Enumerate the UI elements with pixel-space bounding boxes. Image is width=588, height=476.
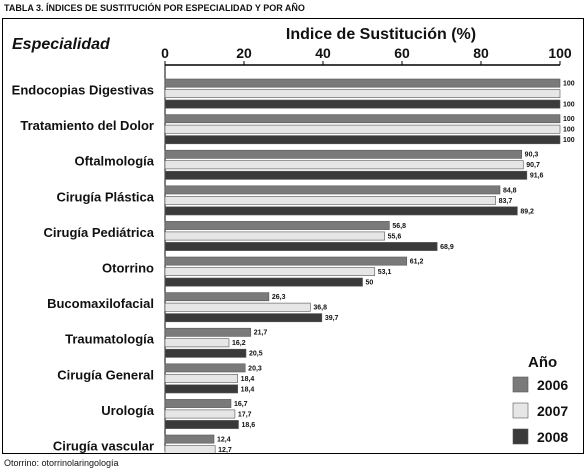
bar-2007 (164, 373, 238, 383)
table-caption: TABLA 3. ÍNDICES DE SUSTITUCIÓN POR ESPE… (4, 3, 305, 13)
bar-2006 (164, 434, 215, 444)
bar-2006 (164, 327, 252, 337)
data-label: 18,4 (241, 376, 255, 383)
data-label: 68,9 (440, 244, 454, 251)
x-tick-label: 40 (315, 45, 331, 61)
data-label: 91,6 (530, 173, 544, 180)
bar-2006 (164, 363, 246, 373)
bar-2006 (164, 221, 390, 230)
category-label: Cirugía General (57, 367, 154, 382)
data-label: 100 (563, 137, 575, 144)
data-label: 53,1 (378, 269, 392, 276)
data-label: 39,7 (325, 315, 339, 322)
bar-2006 (164, 399, 232, 408)
bar-2008 (164, 420, 239, 429)
data-label: 18,6 (241, 422, 255, 429)
bar-2006 (164, 185, 501, 195)
legend-swatch-2007 (512, 402, 529, 419)
x-tick-label: 100 (548, 45, 572, 61)
legend-swatch-2006 (512, 376, 529, 393)
bar-2008 (164, 348, 247, 358)
data-label: 55,6 (388, 233, 402, 240)
data-label: 100 (563, 102, 575, 109)
legend-swatch-2008 (512, 428, 529, 445)
legend: Año 2006 2007 2008 (512, 354, 568, 445)
data-label: 20,3 (248, 365, 262, 372)
legend-title: Año (528, 354, 557, 371)
data-label: 21,7 (254, 330, 268, 337)
data-label: 16,2 (232, 340, 246, 347)
chart-frame: Especialidad Indice de Sustitución (%) 0… (2, 18, 584, 454)
category-label: Bucomaxilofacial (47, 296, 154, 311)
bar-2008 (164, 242, 438, 251)
bar-2006 (164, 149, 522, 159)
category-label: Cirugía vascular (53, 439, 154, 454)
category-axis-title: Especialidad (12, 36, 111, 53)
bar-2008 (164, 384, 238, 394)
bar-2006 (164, 292, 270, 302)
data-label: 18,4 (241, 386, 255, 393)
data-label: 36,8 (313, 305, 327, 312)
data-label: 89,2 (520, 208, 534, 215)
bar-2007 (164, 89, 561, 98)
category-label: Oftalmología (75, 154, 155, 169)
bar-2008 (164, 277, 363, 287)
bar-2007 (164, 409, 236, 419)
category-label: Urología (101, 403, 154, 418)
bar-2007 (164, 196, 496, 205)
data-label: 12,4 (217, 437, 231, 444)
bar-chart: Especialidad Indice de Sustitución (%) 0… (12, 26, 575, 454)
x-tick-label: 0 (161, 45, 169, 61)
data-label: 61,2 (410, 259, 424, 266)
x-tick-label: 80 (473, 45, 489, 61)
bar-2008 (164, 135, 561, 145)
data-label: 12,7 (218, 447, 232, 453)
category-label: Traumatología (65, 332, 155, 347)
x-tick-label: 60 (394, 45, 410, 61)
data-label: 26,3 (272, 294, 286, 301)
category-label: Cirugía Pediátrica (43, 225, 154, 240)
data-label: 100 (563, 127, 575, 134)
category-label: Cirugía Plástica (56, 189, 154, 204)
data-label: 83,7 (499, 198, 513, 205)
data-label: 17,7 (238, 411, 252, 418)
bar-2007 (164, 160, 524, 170)
bar-2008 (164, 313, 323, 323)
bar-2007 (164, 302, 311, 312)
data-label: 20,5 (249, 351, 263, 358)
footnote: Otorrino: otorrinolaringología (4, 458, 119, 468)
data-label: 90,7 (526, 162, 540, 169)
category-label: Endocopias Digestivas (12, 83, 154, 98)
bar-2008 (164, 170, 528, 180)
bar-2007 (164, 338, 230, 348)
data-label: 84,8 (503, 187, 517, 194)
bars: Endocopias Digestivas 100 100 Tratamiento d… (12, 78, 575, 454)
bar-2006 (164, 114, 561, 124)
bar-2007 (164, 124, 561, 134)
data-label: 90,3 (525, 152, 539, 159)
bar-2006 (164, 78, 561, 88)
legend-label: 2007 (537, 403, 568, 419)
bar-2008 (164, 99, 561, 109)
category-label: Otorrino (102, 261, 154, 276)
data-label: 100 (563, 81, 575, 88)
legend-label: 2006 (537, 377, 568, 393)
data-label: 100 (563, 116, 575, 123)
x-tick-label: 20 (236, 45, 252, 61)
value-axis-title: Indice de Sustitución (%) (286, 26, 476, 43)
bar-2006 (164, 256, 408, 266)
data-label: 16,7 (234, 401, 248, 408)
data-label: 50 (366, 280, 374, 287)
category-label: Tratamiento del Dolor (20, 118, 154, 133)
legend-label: 2008 (537, 429, 568, 445)
bar-2007 (164, 267, 376, 276)
bar-2007 (164, 445, 216, 453)
bar-2008 (164, 206, 518, 216)
data-label: 56,8 (392, 223, 406, 230)
bar-2007 (164, 231, 385, 241)
